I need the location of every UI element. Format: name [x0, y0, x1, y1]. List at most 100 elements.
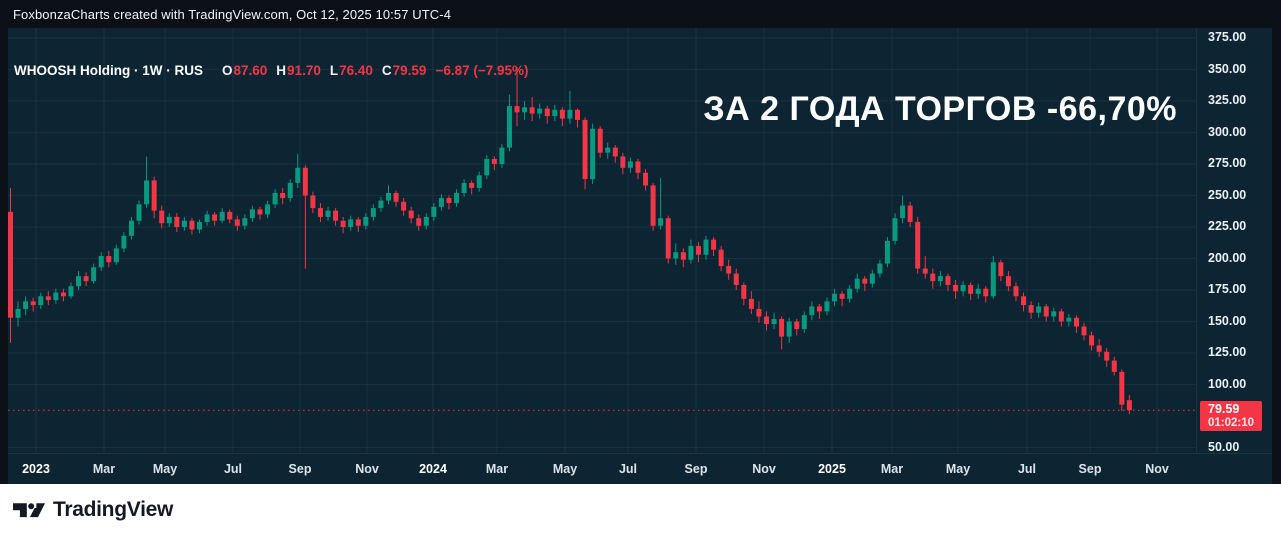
time-tick-label: May	[552, 462, 578, 476]
candle	[726, 259, 732, 280]
candle	[53, 288, 59, 304]
candle	[1021, 292, 1027, 312]
candle	[1096, 339, 1102, 357]
time-tick-label: Mar	[92, 462, 116, 476]
candle	[506, 94, 512, 152]
candle	[1043, 303, 1049, 322]
candle	[257, 206, 263, 220]
plot-canvas[interactable]	[8, 28, 1196, 453]
candle	[718, 245, 724, 272]
change-value: −6.87 (−7.95%)	[435, 62, 529, 78]
candle	[15, 301, 21, 327]
candle	[242, 214, 248, 230]
candle	[612, 145, 618, 163]
chart-panel: WHOOSH Holding · 1W · RUS O 87.60 H 91.7…	[8, 28, 1272, 484]
attribution-bar: FoxbonzaCharts created with TradingView.…	[0, 0, 1281, 28]
time-tick-label: Mar	[485, 462, 509, 476]
time-tick-label: Nov	[1145, 462, 1169, 476]
candle	[151, 176, 157, 219]
candle	[393, 190, 399, 207]
candle	[106, 250, 112, 268]
candle	[60, 288, 66, 302]
candle	[295, 153, 301, 188]
time-tick-label: Nov	[752, 462, 776, 476]
time-tick-label: 2025	[818, 462, 846, 476]
candle	[461, 179, 467, 197]
candle	[673, 243, 679, 265]
candle	[363, 213, 369, 230]
time-tick-label: Sep	[684, 462, 708, 476]
candle	[287, 179, 293, 202]
candle	[302, 165, 308, 269]
candle	[370, 204, 376, 221]
candle	[529, 97, 535, 122]
last-price-label: 79.59 01:02:10	[1200, 401, 1262, 432]
time-tick-label: Nov	[355, 462, 379, 476]
time-tick-label: 2023	[22, 462, 50, 476]
candle	[386, 185, 391, 205]
candle	[900, 195, 906, 224]
brand-block[interactable]: TradingView	[13, 498, 173, 522]
candle	[438, 194, 444, 211]
candle	[590, 123, 596, 185]
candle	[537, 103, 543, 119]
price-tick-label: 300.00	[1208, 124, 1247, 139]
candle	[877, 259, 883, 278]
price-tick-label: 325.00	[1208, 93, 1247, 107]
candle	[945, 273, 951, 292]
footer-bar: TradingView	[0, 484, 1281, 541]
candle	[764, 311, 769, 331]
candle	[159, 205, 165, 229]
candle	[658, 177, 664, 230]
candle	[265, 200, 271, 219]
candle	[688, 239, 694, 264]
time-axis[interactable]: 2023 Mar May Jul Sep Nov 2024 Mar May Jul Sep Nov 20…	[8, 453, 1272, 485]
candle	[76, 271, 82, 290]
candle	[832, 288, 838, 307]
candle	[741, 282, 747, 306]
candle	[38, 292, 44, 309]
high-value: 91.70	[287, 62, 321, 78]
candle	[401, 198, 407, 216]
time-tick-label: May	[152, 462, 178, 476]
candle	[847, 284, 853, 303]
candle	[786, 317, 792, 343]
candle	[189, 218, 195, 235]
candle	[1126, 394, 1132, 415]
candle	[824, 297, 830, 316]
time-tick-label: Mar	[880, 462, 904, 476]
price-tick-label: 375.00	[1208, 30, 1247, 44]
candle	[197, 219, 202, 234]
candle	[522, 101, 528, 120]
candle	[431, 203, 437, 221]
candle	[484, 155, 490, 180]
open-value: 87.60	[233, 62, 268, 78]
symbol-title[interactable]: WHOOSH Holding · 1W · RUS	[14, 62, 203, 78]
candle	[499, 143, 505, 168]
candle	[1013, 282, 1019, 302]
candle	[650, 182, 656, 231]
candle	[325, 206, 331, 221]
price-axis[interactable]: 79.59 01:02:10 375.00 350.00 325.00 300.00 2…	[1196, 28, 1273, 454]
candle	[280, 187, 286, 205]
candle	[121, 232, 127, 253]
candle	[68, 282, 74, 299]
candle	[1058, 308, 1064, 327]
candle	[960, 281, 966, 297]
candle	[30, 297, 36, 312]
price-tick-label: 200.00	[1208, 250, 1247, 265]
candle	[937, 271, 943, 287]
candle	[355, 216, 361, 233]
candle	[8, 187, 13, 343]
bar-countdown: 01:02:10	[1208, 417, 1255, 430]
candle	[1005, 271, 1011, 292]
brand-name: TradingView	[53, 498, 174, 521]
low-value: 76.40	[339, 62, 373, 78]
candle	[514, 66, 520, 127]
candle	[552, 104, 558, 122]
candle	[703, 235, 709, 260]
candle	[348, 215, 354, 231]
plot-area[interactable]	[8, 28, 1196, 453]
close-value: 79.59	[392, 62, 427, 78]
price-tick-label: 100.00	[1208, 376, 1247, 391]
